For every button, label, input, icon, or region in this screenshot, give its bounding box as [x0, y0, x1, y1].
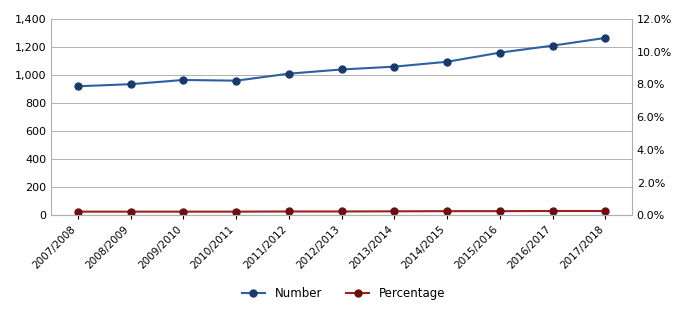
Number [179, 78, 188, 82]
Number [284, 72, 293, 76]
Percentage [601, 209, 609, 213]
Percentage [496, 209, 504, 213]
Percentage [74, 210, 82, 214]
Number [496, 51, 504, 54]
Legend: Number, Percentage: Number, Percentage [237, 283, 450, 305]
Number [548, 44, 556, 48]
Percentage [179, 210, 188, 214]
Number [337, 67, 346, 71]
Number [390, 65, 398, 68]
Percentage [390, 209, 398, 213]
Number [601, 36, 609, 40]
Percentage [126, 210, 135, 214]
Percentage [548, 209, 556, 213]
Percentage [284, 210, 293, 213]
Line: Percentage: Percentage [74, 207, 609, 215]
Percentage [443, 209, 451, 213]
Number [74, 84, 82, 88]
Line: Number: Number [74, 35, 609, 90]
Percentage [232, 210, 240, 214]
Number [232, 79, 240, 82]
Number [126, 82, 135, 86]
Percentage [337, 210, 346, 213]
Number [443, 60, 451, 64]
